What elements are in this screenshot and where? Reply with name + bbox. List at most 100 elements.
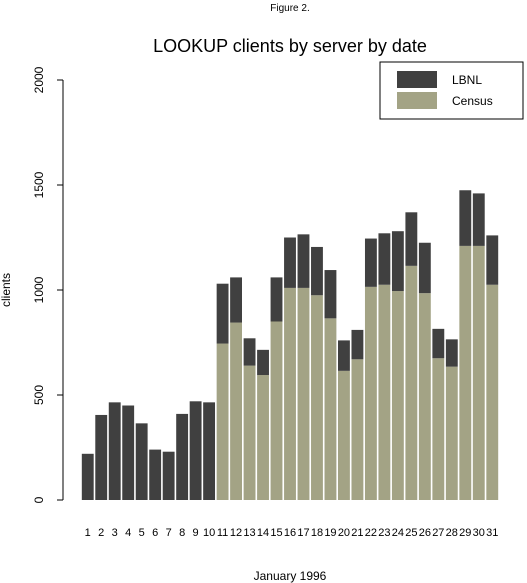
- y-tick-label: 0: [32, 496, 46, 503]
- y-axis: 0 500 1000 1500 2000: [32, 66, 64, 503]
- bar-lbnl-21: [351, 329, 364, 360]
- x-tick-label: 6: [152, 527, 158, 539]
- x-tick-label: 5: [139, 527, 145, 539]
- x-tick-label: 9: [193, 527, 199, 539]
- bar-lbnl-6: [149, 449, 162, 500]
- x-tick-label: 23: [378, 527, 390, 539]
- bar-lbnl-20: [338, 340, 350, 371]
- y-tick-label: 1500: [32, 171, 46, 198]
- bar-lbnl-1: [81, 453, 94, 500]
- bar-census-14: [257, 375, 269, 500]
- x-tick-label: 19: [324, 527, 336, 539]
- x-tick-label: 17: [297, 527, 309, 539]
- bar-census-16: [284, 287, 296, 500]
- bar-census-13: [243, 365, 256, 500]
- bar-lbnl-19: [324, 270, 337, 319]
- bar-census-18: [311, 295, 323, 500]
- legend-swatch-lbnl: [397, 71, 437, 88]
- x-tick-label: 2: [98, 527, 104, 539]
- bar-lbnl-3: [108, 402, 121, 500]
- bar-census-25: [405, 265, 418, 500]
- y-tick-label: 2000: [32, 66, 46, 93]
- x-axis-label: January 1996: [254, 569, 327, 583]
- bar-census-28: [445, 366, 458, 500]
- x-tick-label: 31: [486, 527, 498, 539]
- legend: LBNL Census: [379, 61, 524, 120]
- bar-census-27: [432, 358, 445, 500]
- bar-lbnl-15: [270, 277, 283, 322]
- bar-lbnl-25: [405, 212, 418, 266]
- bar-lbnl-14: [257, 349, 269, 376]
- y-tick-label: 500: [32, 385, 46, 405]
- bar-census-19: [324, 318, 337, 500]
- x-tick-label: 25: [405, 527, 417, 539]
- bar-census-12: [230, 322, 242, 500]
- x-tick-label: 1: [85, 527, 91, 539]
- bar-lbnl-4: [122, 405, 135, 500]
- bar-census-15: [270, 321, 283, 500]
- bar-census-17: [297, 287, 310, 500]
- bar-lbnl-30: [472, 193, 485, 246]
- bar-lbnl-8: [176, 413, 189, 500]
- x-tick-label: 22: [365, 527, 377, 539]
- bar-lbnl-29: [459, 190, 472, 246]
- bar-lbnl-5: [135, 423, 148, 500]
- bar-lbnl-9: [189, 401, 202, 500]
- bar-census-20: [338, 370, 350, 500]
- legend-swatch-census: [397, 92, 437, 109]
- x-tick-label: 11: [217, 527, 228, 539]
- bar-lbnl-10: [203, 402, 216, 500]
- bar-lbnl-7: [162, 451, 175, 500]
- bar-lbnl-18: [311, 246, 323, 296]
- bar-census-23: [378, 284, 391, 500]
- x-tick-label: 28: [446, 527, 458, 539]
- bar-lbnl-13: [243, 338, 256, 366]
- bar-census-11: [216, 343, 229, 500]
- x-tick-label: 13: [243, 527, 255, 539]
- bar-lbnl-17: [297, 234, 310, 288]
- x-tick-label: 4: [125, 527, 131, 539]
- x-tick-label: 16: [284, 527, 296, 539]
- bar-lbnl-2: [95, 414, 108, 500]
- bar-lbnl-31: [486, 235, 499, 285]
- x-tick-label: 14: [257, 527, 269, 539]
- bar-lbnl-24: [391, 231, 404, 292]
- x-tick-label: 15: [270, 527, 282, 539]
- bar-lbnl-16: [284, 237, 296, 288]
- y-axis-label: clients: [0, 273, 13, 307]
- bar-lbnl-28: [445, 339, 458, 367]
- bar-census-31: [486, 284, 499, 500]
- x-tick-label: 12: [230, 527, 242, 539]
- x-tick-label: 10: [203, 527, 215, 539]
- bar-lbnl-23: [378, 233, 391, 285]
- bar-census-30: [472, 245, 485, 500]
- x-tick-label: 20: [338, 527, 350, 539]
- figure-label: Figure 2.: [270, 3, 309, 14]
- bars: [81, 190, 499, 500]
- x-tick-label: 8: [179, 527, 185, 539]
- legend-label-census: Census: [452, 94, 493, 108]
- bar-census-22: [364, 286, 377, 500]
- x-tick-label: 18: [311, 527, 323, 539]
- y-tick-label: 1000: [32, 276, 46, 303]
- bar-lbnl-22: [364, 238, 377, 287]
- bar-lbnl-27: [432, 328, 445, 359]
- legend-label-lbnl: LBNL: [452, 73, 482, 87]
- legend-box: [379, 61, 524, 120]
- x-tick-label: 7: [166, 527, 172, 539]
- bar-census-26: [418, 293, 431, 500]
- bar-lbnl-12: [230, 277, 242, 323]
- bar-census-24: [391, 291, 404, 500]
- x-tick-label: 21: [351, 527, 363, 539]
- x-tick-label: 29: [459, 527, 471, 539]
- bar-census-21: [351, 359, 364, 500]
- x-tick-label: 3: [112, 527, 118, 539]
- x-tick-label: 24: [392, 527, 404, 539]
- bar-lbnl-11: [216, 283, 229, 344]
- x-tick-label: 27: [432, 527, 444, 539]
- bar-lbnl-26: [418, 242, 431, 294]
- x-tick-labels: 1 2 3 4 5 6 7 8 9 10 11 12 13 14 15 16 17 18 19 20 21 22 23 24 2…: [85, 527, 499, 539]
- x-tick-label: 30: [473, 527, 485, 539]
- chart-title: LOOKUP clients by server by date: [153, 36, 427, 56]
